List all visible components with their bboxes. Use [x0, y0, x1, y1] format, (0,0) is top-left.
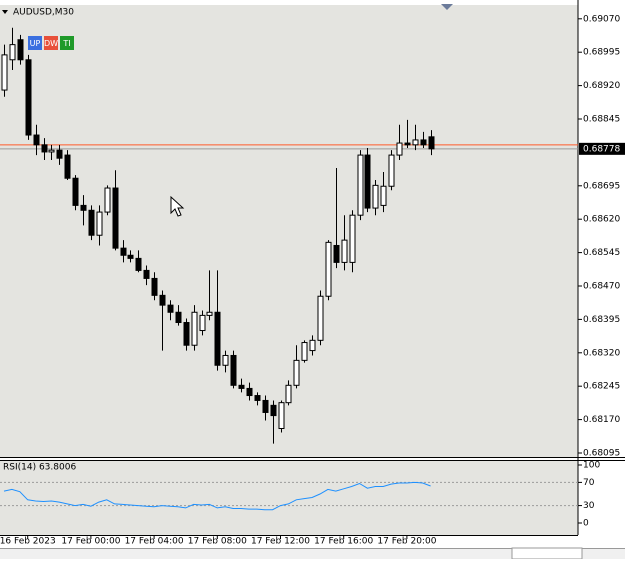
- candle-body: [364, 154, 371, 209]
- candle-body: [309, 339, 316, 352]
- candle-body: [428, 136, 435, 150]
- candle-body: [341, 239, 348, 263]
- y-tick-label: 0.68995: [583, 48, 620, 58]
- candle-body: [72, 177, 79, 206]
- candle-body: [285, 384, 292, 404]
- x-tick-label: 17 Feb 00:00: [61, 537, 120, 547]
- indicator-button[interactable]: [44, 36, 58, 50]
- y-tick-label: 0.69070: [583, 14, 620, 24]
- candle-body: [143, 269, 150, 279]
- candle-body: [191, 311, 198, 346]
- candle-body: [396, 142, 403, 156]
- candle-body: [199, 314, 206, 332]
- menu-arrow[interactable]: [2, 10, 8, 14]
- plot: UP DW TI 0.69070 0.68995 0.68920 0.68845 0.6869…: [0, 14, 625, 547]
- candle-body: [17, 39, 24, 61]
- y-tick-label: 0.68320: [583, 348, 620, 358]
- candle-body: [167, 304, 174, 313]
- candle-body: [325, 241, 332, 297]
- candle-body: [135, 257, 142, 271]
- y-tick-label: 0.68695: [583, 181, 620, 191]
- x-tick-label: 17 Feb 04:00: [125, 537, 184, 547]
- candle-body: [214, 311, 221, 366]
- y-tick-label: 0.68170: [583, 415, 620, 425]
- indicator-button-label: TI: [62, 39, 70, 48]
- mouse-cursor: [170, 195, 185, 217]
- y-tick-label: 0.68620: [583, 215, 620, 225]
- x-tick-label: 17 Feb 16:00: [314, 537, 373, 547]
- indicator-button[interactable]: [60, 36, 74, 50]
- candle-body: [96, 211, 103, 236]
- candle-body: [1, 54, 8, 91]
- rsi-title: RSI(14) 63.8006: [3, 463, 76, 473]
- candle-body: [293, 359, 300, 386]
- y-tick-label: 70: [583, 478, 595, 488]
- candle-body: [112, 187, 119, 249]
- candle-body: [420, 139, 427, 146]
- candle-body: [357, 154, 364, 216]
- candle-body: [388, 154, 395, 187]
- y-tick-label: 0.68095: [583, 448, 620, 458]
- x-tick-label: 17 Feb 20:00: [377, 537, 436, 547]
- y-tick-label: 0.68545: [583, 248, 620, 258]
- candle-body: [301, 342, 308, 361]
- candle-body: [151, 277, 158, 296]
- candle-body: [372, 184, 379, 209]
- candle-body: [317, 295, 324, 341]
- candle-body: [380, 185, 387, 206]
- y-tick-label: 30: [583, 501, 595, 511]
- current-price-box: [579, 142, 625, 155]
- candle-body: [278, 402, 285, 429]
- y-tick-label: 0.68845: [583, 115, 620, 125]
- candle-body: [262, 399, 269, 413]
- candle-body: [88, 209, 95, 236]
- candle-body: [238, 384, 245, 389]
- candle-body: [25, 59, 32, 136]
- candle-body: [412, 139, 419, 146]
- y-tick-label: 0.68470: [583, 281, 620, 291]
- x-tick-label: 17 Feb 12:00: [251, 537, 310, 547]
- indicator-button-label: DW: [44, 39, 58, 48]
- tab-bar: [0, 548, 625, 559]
- candle-body: [349, 214, 356, 263]
- candle-body: [80, 204, 87, 211]
- indicator-button-label: UP: [30, 39, 41, 48]
- y-tick-label: 100: [583, 460, 600, 470]
- candle-body: [404, 142, 411, 146]
- y-tick-label: 0: [583, 518, 589, 528]
- candle-body: [41, 144, 48, 153]
- candle-body: [270, 404, 277, 417]
- candle-body: [222, 354, 229, 366]
- candle-body: [159, 294, 166, 306]
- x-tick-label: 17 Feb 08:00: [188, 537, 247, 547]
- candle-body: [64, 154, 71, 179]
- candle-body: [120, 247, 127, 256]
- x-tick-label: 16 Feb 2023: [0, 537, 56, 547]
- candle-body: [104, 187, 111, 213]
- candle-body: [246, 387, 253, 397]
- candle-body: [33, 134, 40, 146]
- y-tick-label: 0.68395: [583, 315, 620, 325]
- current-price-label: 0.68778: [583, 144, 620, 154]
- candle-body: [254, 395, 261, 401]
- candle-body: [56, 149, 63, 159]
- candle-body: [333, 244, 340, 263]
- chart-title: AUDUSD,M30: [13, 8, 74, 18]
- y-tick-label: 0.68920: [583, 81, 620, 91]
- rsi-pane: [0, 460, 578, 535]
- indicator-button[interactable]: [28, 36, 42, 50]
- candle-body: [48, 149, 55, 153]
- shift-marker: [441, 4, 453, 10]
- candle-body: [206, 311, 213, 316]
- active-tab[interactable]: [511, 547, 583, 560]
- rsi-line: [3, 481, 431, 511]
- candle-body: [175, 311, 182, 324]
- candle-body: [127, 254, 134, 259]
- candle-body: [183, 322, 190, 346]
- y-tick-label: 0.68245: [583, 382, 620, 392]
- candle-body: [230, 354, 237, 386]
- candle-body: [9, 44, 16, 61]
